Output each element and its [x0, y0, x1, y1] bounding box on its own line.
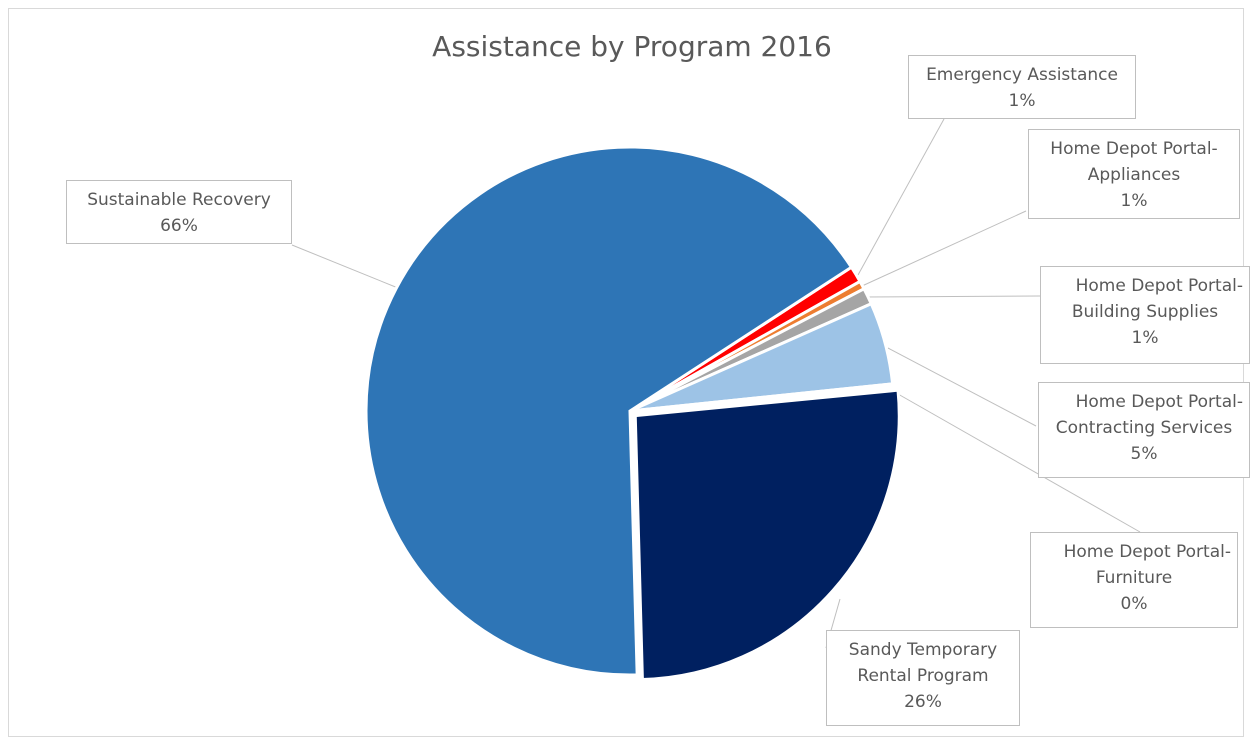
data-label-name: Sustainable Recovery — [87, 190, 271, 210]
data-label-name: Emergency Assistance — [926, 65, 1118, 85]
data-label-name: Home Depot Portal- — [1075, 276, 1243, 296]
pie-slice-sandy-temporary-rental-program — [633, 388, 901, 682]
leader-line-emergency-assistance — [857, 118, 945, 276]
data-label-name: Contracting Services — [1055, 418, 1233, 438]
data-label-name: Rental Program — [857, 666, 989, 686]
data-label-home-depot-portal-furniture: Home Depot Portal- Furniture 0% — [1030, 532, 1238, 628]
data-label-percent: 1% — [1008, 91, 1036, 111]
leader-line-home-depot-portal-contracting-services — [887, 347, 1037, 427]
data-label-percent: 5% — [1130, 444, 1158, 464]
pie-slice-home-depot-portal-furniture — [629, 382, 895, 413]
leader-line-sustainable-recovery — [291, 244, 399, 289]
data-label-sustainable-recovery: Sustainable Recovery 66% — [66, 180, 292, 244]
data-label-emergency-assistance: Emergency Assistance 1% — [908, 55, 1136, 119]
data-label-name: Home Depot Portal- — [1063, 542, 1231, 562]
data-label-percent: 1% — [1120, 191, 1148, 211]
leader-line-home-depot-portal-furniture — [897, 393, 1141, 533]
data-label-percent: 1% — [1131, 328, 1159, 348]
data-label-percent: 26% — [904, 692, 942, 712]
data-label-home-depot-portal-building-supplies: Home Depot Portal- Building Supplies 1% — [1040, 266, 1250, 364]
data-label-name: Home Depot Portal- — [1075, 392, 1243, 412]
leader-line-home-depot-portal-building-supplies — [861, 295, 1041, 298]
data-label-name: Sandy Temporary — [848, 640, 998, 660]
pie-slices — [364, 145, 901, 682]
data-label-home-depot-portal-appliances: Home Depot Portal- Appliances 1% — [1028, 129, 1240, 219]
data-label-home-depot-portal-contracting-services: Home Depot Portal- Contracting Services 5% — [1038, 382, 1250, 478]
data-label-percent: 0% — [1120, 594, 1148, 614]
data-label-name: Building Supplies — [1071, 302, 1219, 322]
data-label-name: Furniture — [1095, 568, 1173, 588]
data-label-percent: 66% — [160, 216, 198, 236]
leader-line-home-depot-portal-appliances — [861, 210, 1027, 287]
data-label-name: Appliances — [1087, 165, 1181, 185]
data-label-name: Home Depot Portal- — [1050, 139, 1218, 159]
chart-title: Assistance by Program 2016 — [432, 30, 832, 63]
pie-slice-sustainable-recovery — [364, 145, 854, 677]
data-label-sandy-temporary-rental-program: Sandy Temporary Rental Program 26% — [826, 630, 1020, 726]
